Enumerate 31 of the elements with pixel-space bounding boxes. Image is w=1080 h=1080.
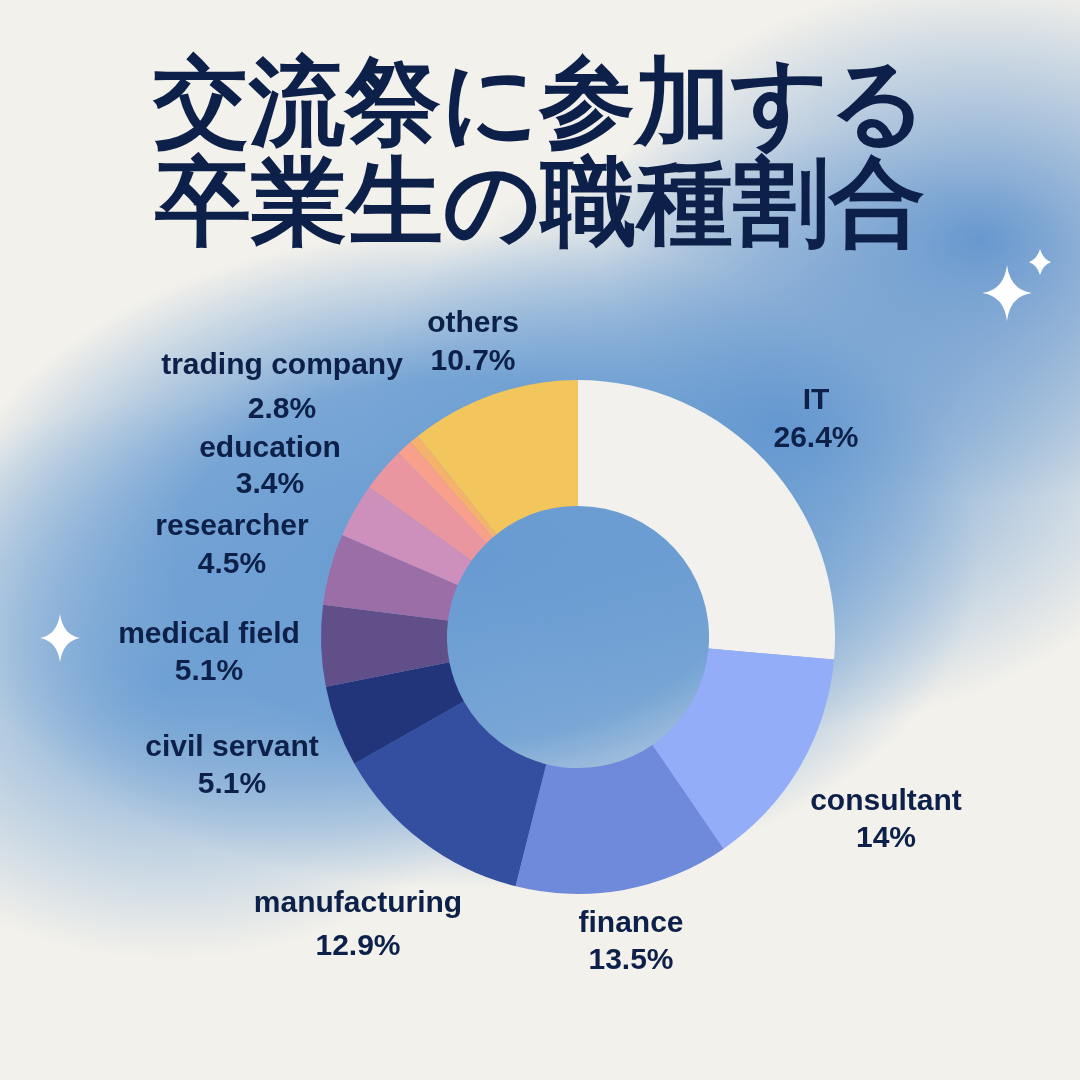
donut-slice [515, 744, 724, 894]
data-label: 2.8% [247, 391, 317, 424]
slice-label: consultant [810, 783, 962, 816]
data-label: 4.5% [197, 546, 267, 579]
slice-label: others [427, 305, 519, 338]
slice-label: manufacturing [253, 885, 463, 918]
donut-slice [369, 453, 487, 561]
chart-title: 交流祭に参加する卒業生の職種割合 [152, 46, 928, 258]
data-label: 10.7% [430, 343, 516, 376]
data-label: 13.5% [588, 942, 674, 975]
donut-slice [417, 380, 578, 535]
donut-slice [323, 534, 458, 621]
slice-label: finance [578, 905, 684, 938]
slice-label: medical field [118, 616, 300, 649]
donut-slice [325, 662, 464, 764]
data-label: 3.4% [235, 466, 305, 499]
slice-label: IT [802, 382, 830, 415]
slice-label: trading company [161, 347, 404, 380]
donut-slice [342, 487, 472, 585]
donut-slice [321, 604, 450, 687]
data-label: 12.9% [315, 928, 401, 961]
slice-label: researcher [155, 508, 310, 541]
data-label: 5.1% [174, 653, 244, 686]
donut-slice [354, 701, 547, 887]
slice-label: civil servant [145, 729, 319, 762]
data-label: 26.4% [773, 420, 859, 453]
donut-slice [398, 442, 493, 544]
donut-slice [410, 435, 497, 538]
data-label: 5.1% [197, 766, 267, 799]
data-label: 14% [855, 820, 917, 853]
slice-label: education [199, 430, 341, 463]
